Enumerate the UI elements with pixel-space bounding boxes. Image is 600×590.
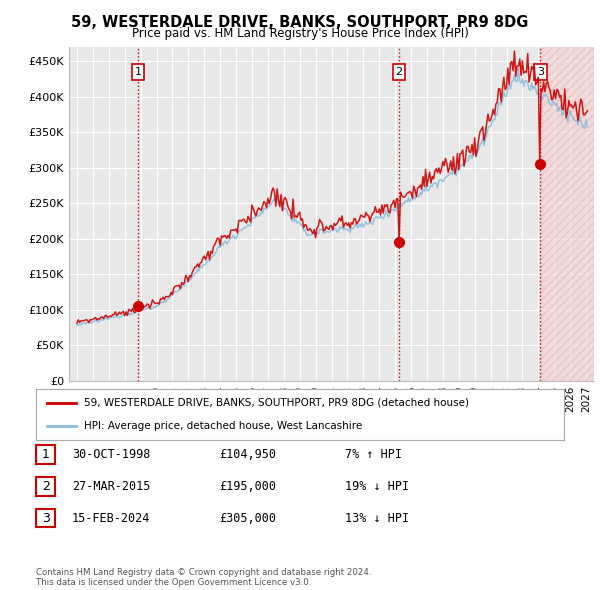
Text: 1: 1 [41, 448, 50, 461]
Text: 2: 2 [395, 67, 403, 77]
Text: 2: 2 [41, 480, 50, 493]
Text: £305,000: £305,000 [219, 512, 276, 525]
Text: 3: 3 [537, 67, 544, 77]
Text: 30-OCT-1998: 30-OCT-1998 [72, 448, 151, 461]
Text: 7% ↑ HPI: 7% ↑ HPI [345, 448, 402, 461]
Bar [540, 47, 594, 381]
Text: HPI: Average price, detached house, West Lancashire: HPI: Average price, detached house, West… [83, 421, 362, 431]
Bar [540, 47, 594, 381]
Text: 27-MAR-2015: 27-MAR-2015 [72, 480, 151, 493]
Text: 1: 1 [134, 67, 142, 77]
Text: 59, WESTERDALE DRIVE, BANKS, SOUTHPORT, PR9 8DG (detached house): 59, WESTERDALE DRIVE, BANKS, SOUTHPORT, … [83, 398, 469, 408]
Text: 59, WESTERDALE DRIVE, BANKS, SOUTHPORT, PR9 8DG: 59, WESTERDALE DRIVE, BANKS, SOUTHPORT, … [71, 15, 529, 30]
Text: Contains HM Land Registry data © Crown copyright and database right 2024.
This d: Contains HM Land Registry data © Crown c… [36, 568, 371, 587]
Text: 3: 3 [41, 512, 50, 525]
Text: £195,000: £195,000 [219, 480, 276, 493]
Text: 15-FEB-2024: 15-FEB-2024 [72, 512, 151, 525]
Text: 19% ↓ HPI: 19% ↓ HPI [345, 480, 409, 493]
Text: £104,950: £104,950 [219, 448, 276, 461]
Text: 13% ↓ HPI: 13% ↓ HPI [345, 512, 409, 525]
Text: Price paid vs. HM Land Registry's House Price Index (HPI): Price paid vs. HM Land Registry's House … [131, 27, 469, 40]
